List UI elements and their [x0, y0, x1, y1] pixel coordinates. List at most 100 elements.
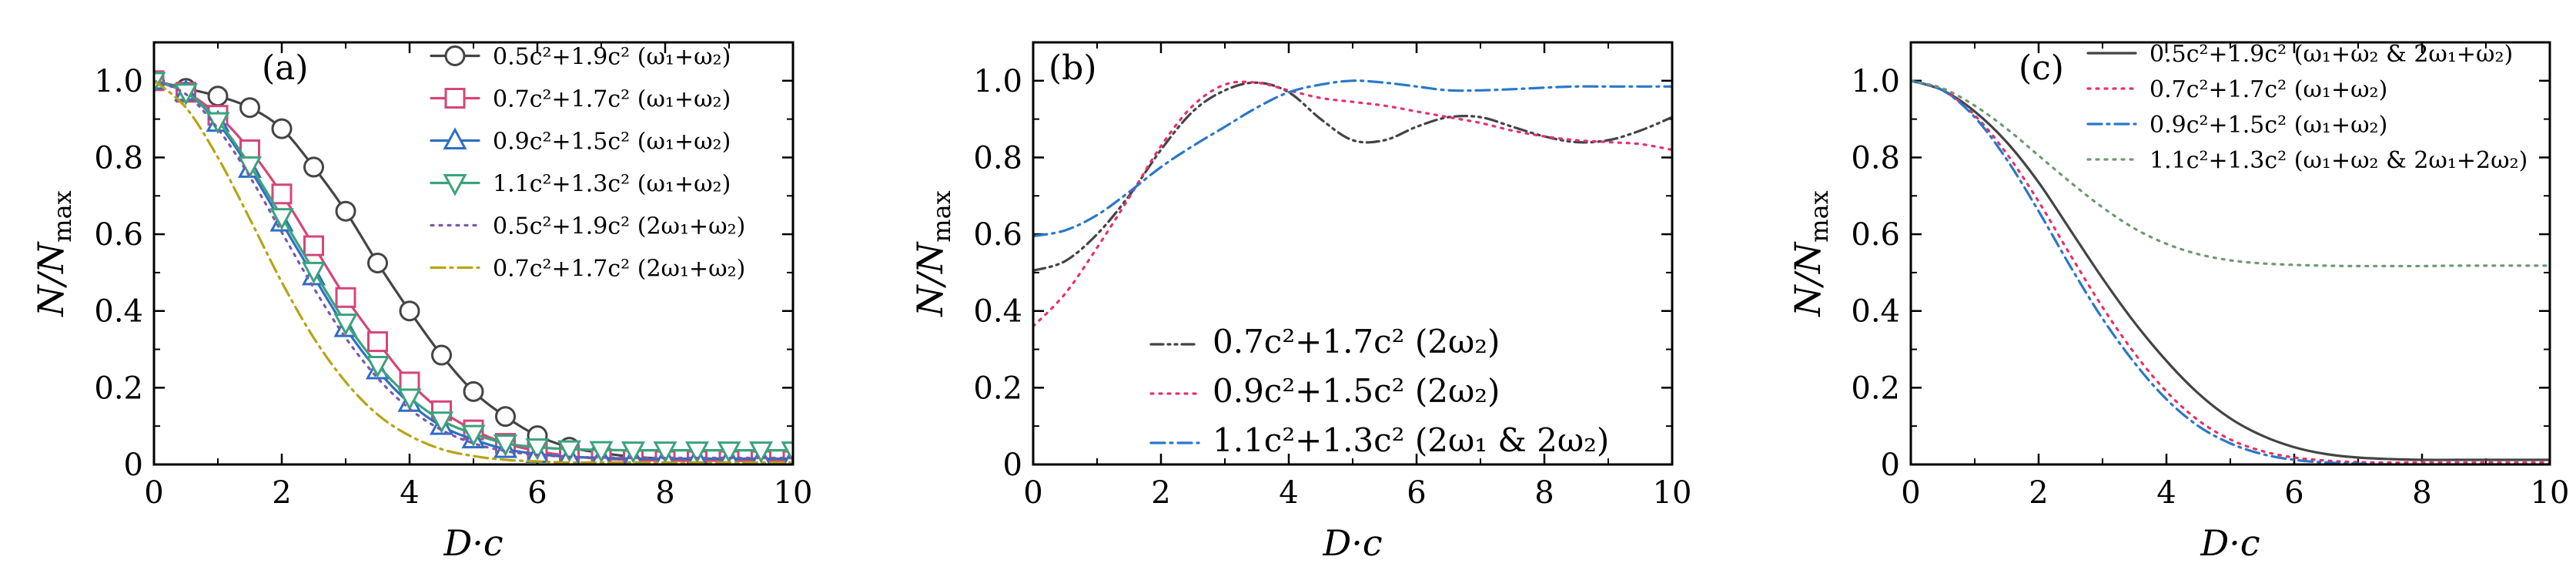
- data-point-1: [335, 287, 356, 308]
- legend-label-5: 0.7c²+1.7c² (2ω₁+ω₂): [493, 256, 745, 283]
- data-point-3: [154, 72, 166, 94]
- data-point-3: [333, 313, 358, 336]
- data-point-0: [271, 118, 293, 139]
- data-point-3: [397, 388, 422, 411]
- axis-label-sub: max: [927, 190, 956, 242]
- y-tick-label: 0: [1881, 448, 1900, 483]
- plot-frame: [152, 41, 795, 466]
- legend: 0.5c²+1.9c² (ω₁+ω₂) 0.7c²+1.7c² (ω₁+ω₂) 0.…: [430, 44, 745, 283]
- y-tick-label: 0.2: [94, 370, 143, 406]
- legend-label-1: 0.7c²+1.7c² (ω₁+ω₂): [2149, 76, 2387, 103]
- x-axis-label: D·c: [1322, 522, 1382, 564]
- y-tick-label: 0.2: [1851, 370, 1900, 406]
- y-tick-label: 1.0: [94, 64, 143, 99]
- legend-marker-3: [443, 174, 467, 196]
- x-tick-label: 2: [272, 475, 291, 511]
- series-group: [1911, 79, 2550, 464]
- plot-frame: [1032, 41, 1674, 466]
- y-tick-label: 0.2: [973, 370, 1022, 406]
- data-point-1: [399, 371, 420, 393]
- legend-label-1: 0.9c²+1.5c² (2ω₂): [1213, 372, 1500, 410]
- legend-marker-1: [444, 88, 466, 109]
- legend: 0.7c²+1.7c² (2ω₂) 0.9c²+1.5c² (2ω₂) 1.1c²+…: [1149, 323, 1609, 459]
- data-point-3: [429, 411, 454, 434]
- x-tick-label: 0: [1023, 475, 1042, 511]
- panel-label: (c): [2019, 49, 2064, 88]
- data-point-3: [206, 112, 230, 135]
- data-point-0: [239, 97, 260, 119]
- x-tick-label: 10: [774, 475, 813, 511]
- legend-label-2: 0.9c²+1.5c² (ω₁+ω₂): [2149, 112, 2387, 139]
- axis-label-sub: max: [1805, 190, 1834, 242]
- legend-label-0: 0.7c²+1.7c² (2ω₂): [1213, 323, 1500, 360]
- y-tick-label: 1.0: [1851, 64, 1900, 99]
- plot-frame: [1909, 41, 2551, 466]
- data-point-3: [365, 355, 390, 378]
- data-point-1: [303, 235, 324, 256]
- x-tick-label: 10: [2531, 475, 2570, 511]
- x-tick-label: 8: [1534, 475, 1554, 511]
- data-point-3: [557, 440, 582, 463]
- y-axis-label: N/Nmax: [30, 190, 77, 317]
- data-point-3: [493, 434, 518, 457]
- y-tick-label: 0: [1003, 448, 1022, 483]
- data-point-0: [399, 300, 420, 322]
- legend-label-3: 1.1c²+1.3c² (ω₁+ω₂): [493, 171, 731, 198]
- y-tick-label: 0.4: [1851, 294, 1900, 330]
- x-tick-label: 8: [2412, 475, 2431, 511]
- y-tick-label: 0.8: [973, 140, 1022, 176]
- data-point-3: [525, 438, 550, 461]
- y-tick-label: 0.6: [1851, 217, 1900, 253]
- series-line-1: [1033, 80, 1672, 328]
- legend: 0.5c²+1.9c² (ω₁+ω₂ & 2ω₁+ω₂) 0.7c²+1.7c² …: [2086, 41, 2527, 174]
- ticks: 0 2 4 6 8 10 0 0.2 0.4 0.6 0.8 1.0: [94, 42, 812, 511]
- series-line-2: [154, 79, 793, 461]
- legend-label-3: 1.1c²+1.3c² (ω₁+ω₂ & 2ω₁+2ω₂): [2149, 147, 2527, 174]
- data-point-3: [748, 441, 774, 464]
- legend-label-2: 0.9c²+1.5c² (ω₁+ω₂): [493, 129, 731, 156]
- ticks: 0 2 4 6 8 10 0 0.2 0.4 0.6 0.8 1.0: [973, 42, 1691, 511]
- x-tick-label: 4: [2156, 475, 2176, 511]
- x-tick-label: 0: [1901, 475, 1920, 511]
- axis-label-main: N/N: [909, 241, 951, 317]
- series-line-1: [1911, 79, 2550, 464]
- legend-marker-2: [443, 127, 467, 149]
- data-point-3: [653, 441, 677, 464]
- panel-0: 0 2 4 6 8 10 0 0.2 0.4 0.6 0.8 1.0 (a) D·c N/Nmax 0.5c²…: [30, 41, 812, 564]
- x-tick-label: 0: [144, 475, 163, 511]
- x-tick-label: 4: [1279, 475, 1298, 511]
- data-point-3: [301, 261, 326, 284]
- axis-label-main: N/N: [1787, 241, 1828, 317]
- data-point-3: [461, 424, 486, 448]
- y-tick-label: 1.0: [973, 64, 1022, 99]
- x-tick-label: 6: [2284, 475, 2303, 511]
- x-axis-label: D·c: [443, 522, 503, 564]
- y-tick-label: 0: [124, 448, 143, 483]
- data-point-0: [463, 381, 484, 402]
- panel-2: 0 2 4 6 8 10 0 0.2 0.4 0.6 0.8 1.0 (c) D·c N/Nmax 0.5c²…: [1787, 41, 2569, 564]
- data-point-3: [269, 208, 294, 230]
- x-tick-label: 8: [655, 475, 674, 511]
- x-tick-label: 2: [2029, 475, 2048, 511]
- y-tick-label: 0.4: [94, 294, 143, 330]
- data-point-0: [335, 200, 356, 222]
- data-point-3: [684, 441, 710, 464]
- y-tick-label: 0.8: [94, 140, 143, 176]
- data-point-0: [303, 156, 324, 178]
- data-point-3: [589, 441, 614, 464]
- data-point-3: [717, 441, 741, 464]
- x-tick-label: 2: [1151, 475, 1170, 511]
- panel-label: (b): [1049, 49, 1097, 88]
- panel-label: (a): [262, 49, 309, 88]
- x-tick-label: 6: [1407, 475, 1426, 511]
- legend-label-4: 0.5c²+1.9c² (2ω₁+ω₂): [493, 213, 745, 240]
- x-axis-label: D·c: [2200, 522, 2260, 564]
- data-point-0: [431, 344, 452, 366]
- y-axis-label: N/Nmax: [1787, 190, 1834, 317]
- data-point-0: [207, 85, 229, 107]
- legend-marker-0: [444, 45, 466, 66]
- legend-label-0: 0.5c²+1.9c² (ω₁+ω₂ & 2ω₁+ω₂): [2149, 41, 2513, 68]
- data-point-1: [367, 331, 388, 353]
- y-tick-label: 0.4: [973, 294, 1022, 330]
